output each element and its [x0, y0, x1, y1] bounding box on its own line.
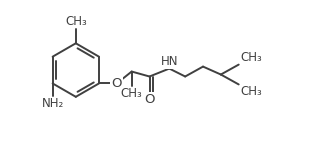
Text: O: O — [144, 93, 155, 106]
Text: CH₃: CH₃ — [65, 15, 87, 28]
Text: CH₃: CH₃ — [241, 51, 262, 64]
Text: O: O — [111, 77, 122, 90]
Text: CH₃: CH₃ — [121, 87, 142, 100]
Text: CH₃: CH₃ — [241, 85, 262, 98]
Text: HN: HN — [161, 55, 178, 68]
Text: NH₂: NH₂ — [41, 97, 64, 110]
